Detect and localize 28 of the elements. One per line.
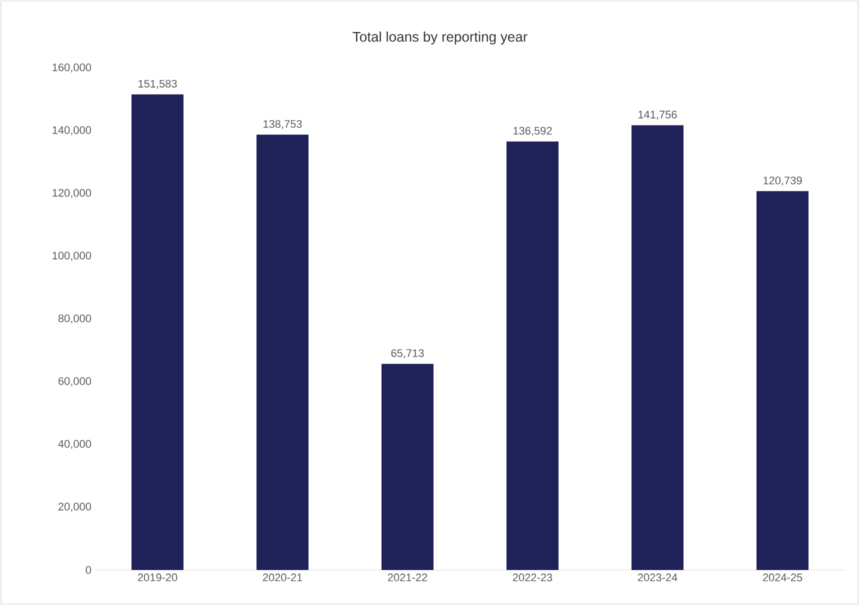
x-tick-label: 2019-20 <box>138 574 178 582</box>
y-tick-label: 20,000 <box>58 502 92 512</box>
x-tick-label: 2024-25 <box>762 574 802 582</box>
data-label: 151,583 <box>138 80 177 89</box>
bar <box>382 364 434 570</box>
bar <box>756 191 809 570</box>
y-tick-label: 60,000 <box>58 377 92 386</box>
y-tick-label: 160,000 <box>52 63 92 73</box>
y-tick-label: 40,000 <box>58 440 92 450</box>
x-tick-label: 2021-22 <box>388 574 428 582</box>
data-label: 138,753 <box>264 120 302 130</box>
bar <box>632 125 684 570</box>
data-label: 120,739 <box>764 176 802 186</box>
chart-title: Total loans by reporting year <box>352 31 528 44</box>
y-tick-label: 140,000 <box>52 126 92 136</box>
bar <box>506 141 559 570</box>
bar <box>132 94 184 570</box>
data-label: 141,756 <box>638 110 677 120</box>
y-tick-label: 80,000 <box>58 314 92 324</box>
x-tick-label: 2020-21 <box>262 574 302 582</box>
data-label: 136,592 <box>514 126 552 136</box>
data-label: 65,713 <box>391 349 424 358</box>
y-tick-label: 120,000 <box>52 188 92 198</box>
y-tick-label: 0 <box>86 566 92 574</box>
y-tick-label: 100,000 <box>52 252 92 261</box>
x-tick-label: 2023-24 <box>638 574 678 582</box>
bar <box>256 134 309 570</box>
x-tick-label: 2022-23 <box>512 574 552 582</box>
